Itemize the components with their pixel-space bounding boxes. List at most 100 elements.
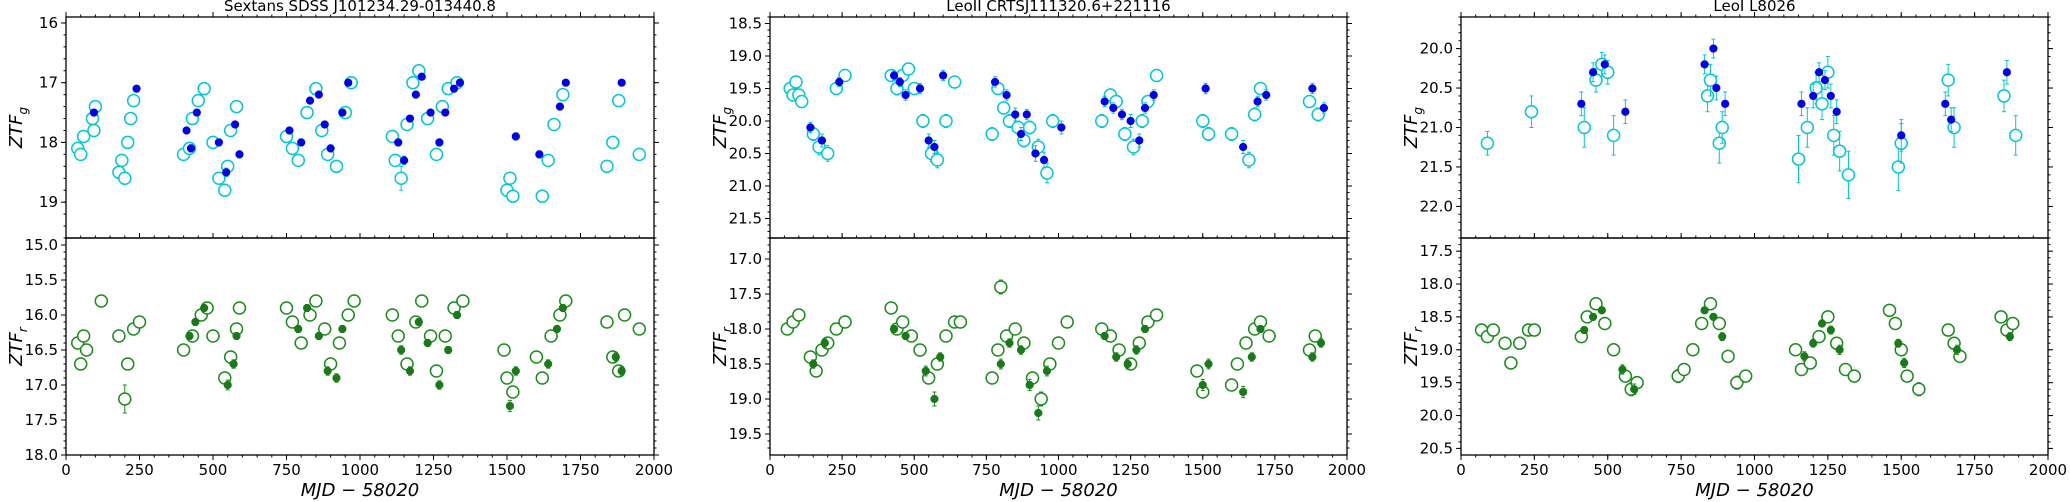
data-point-hollow (388, 153, 403, 168)
data-point-filled (338, 108, 347, 117)
y-tick-label: 16 (39, 14, 58, 32)
data-point-hollow (1730, 375, 1744, 390)
data-point-filled (214, 138, 223, 147)
data-point-hollow (1486, 323, 1501, 337)
x-tick-label: 250 (1520, 461, 1549, 479)
data-point-filled (1149, 90, 1158, 100)
data-point-filled (1952, 345, 1962, 354)
data-point-hollow (1694, 316, 1709, 331)
data-point-hollow (385, 129, 400, 144)
data-point-hollow (994, 280, 1008, 294)
y-tick-label: 18.5 (729, 355, 762, 373)
data-point-filled (414, 317, 423, 327)
x-tick-label: 250 (125, 461, 154, 479)
data-point-hollow (1891, 160, 1906, 174)
data-point-hollow (341, 308, 355, 322)
data-point-hollow (1788, 343, 1803, 357)
data-point-filled (1308, 352, 1317, 362)
data-point-filled (182, 126, 191, 135)
data-point-hollow (347, 294, 361, 308)
data-point-filled (558, 303, 567, 313)
data-point-hollow (1504, 356, 1518, 370)
data-point-hollow (1008, 322, 1022, 336)
data-point-hollow (285, 315, 300, 329)
y-tick-label: 19.5 (1420, 374, 1453, 392)
r-series-filled (809, 324, 1326, 421)
data-point-filled (1618, 365, 1627, 374)
y-tick-label: 17 (39, 74, 58, 92)
data-point-hollow (1941, 323, 1955, 337)
data-point-filled (617, 366, 626, 376)
data-point-hollow (1311, 107, 1325, 122)
r-series-hollow (71, 294, 647, 414)
data-point-filled (344, 78, 353, 87)
y-tick-label: 18 (39, 133, 58, 151)
data-point-filled (915, 84, 925, 93)
data-point-filled (889, 71, 899, 80)
data-point-hollow (229, 99, 244, 114)
g-series-hollow (783, 62, 1325, 184)
y-tick-label: 22.0 (1420, 197, 1453, 215)
y-tick-label: 20.5 (1420, 439, 1453, 457)
data-point-filled (1239, 387, 1248, 397)
data-point-filled (192, 108, 201, 117)
data-point-filled (901, 331, 910, 341)
data-point-hollow (176, 343, 191, 357)
data-point-hollow (1589, 297, 1603, 311)
data-point-filled (1709, 44, 1718, 53)
data-point-filled (1580, 325, 1589, 335)
data-point-filled (235, 150, 244, 159)
data-point-hollow (913, 343, 927, 357)
y-axis-label: ZTFr (6, 326, 30, 367)
y-tick-label: 19.0 (1420, 341, 1453, 359)
data-point-hollow (317, 322, 332, 336)
g-series-hollow (1480, 52, 2023, 200)
data-point-hollow (94, 294, 109, 308)
data-point-filled (1039, 155, 1049, 165)
data-point-hollow (1196, 114, 1210, 128)
data-point-filled (411, 90, 420, 99)
data-point-filled (1100, 331, 1109, 341)
data-point-hollow (529, 350, 544, 364)
data-point-hollow (1118, 127, 1132, 141)
y-tick-label: 19.5 (729, 425, 762, 443)
data-point-hollow (294, 336, 308, 350)
data-point-filled (930, 394, 939, 404)
data-point-hollow (1230, 357, 1245, 371)
y-tick-label: 15.5 (25, 271, 58, 289)
data-point-hollow (632, 322, 647, 336)
data-point-filled (1204, 359, 1213, 369)
data-point-filled (611, 352, 620, 362)
data-point-hollow (1512, 336, 1527, 350)
g-series-filled (806, 69, 1329, 169)
y-tick-label: 20.0 (1420, 407, 1453, 425)
data-point-hollow (1480, 136, 1495, 151)
data-point-hollow (1239, 336, 1253, 350)
data-point-hollow (1677, 362, 1691, 377)
r-band-subplot: 15.0 15.5 16.0 16.5 17.0 17.5 18.0 ZTFr (6, 233, 659, 464)
data-point-filled (1826, 91, 1835, 101)
data-point-filled (1100, 97, 1109, 106)
data-point-filled (1239, 142, 1248, 152)
data-point-filled (511, 132, 520, 141)
data-point-filled (191, 317, 200, 327)
data-point-hollow (1247, 107, 1262, 122)
data-point-filled (314, 331, 323, 341)
x-tick-label: 1250 (414, 461, 452, 479)
data-point-hollow (406, 75, 420, 90)
data-point-filled (1814, 68, 1824, 77)
data-point-filled (394, 138, 403, 147)
data-point-hollow (611, 93, 626, 108)
data-point-hollow (1302, 94, 1317, 109)
data-point-hollow (600, 315, 614, 329)
y-tick-label: 18.0 (25, 446, 58, 464)
data-point-hollow (329, 159, 344, 174)
plot-frame (65, 237, 655, 456)
data-point-hollow (838, 315, 852, 329)
y-tick-label: 21.0 (1420, 119, 1453, 137)
data-point-filled (505, 401, 515, 411)
data-point-filled (230, 120, 240, 129)
data-point-filled (1621, 107, 1630, 116)
y-axis-label-sub: r (16, 326, 30, 332)
data-point-filled (223, 380, 232, 390)
